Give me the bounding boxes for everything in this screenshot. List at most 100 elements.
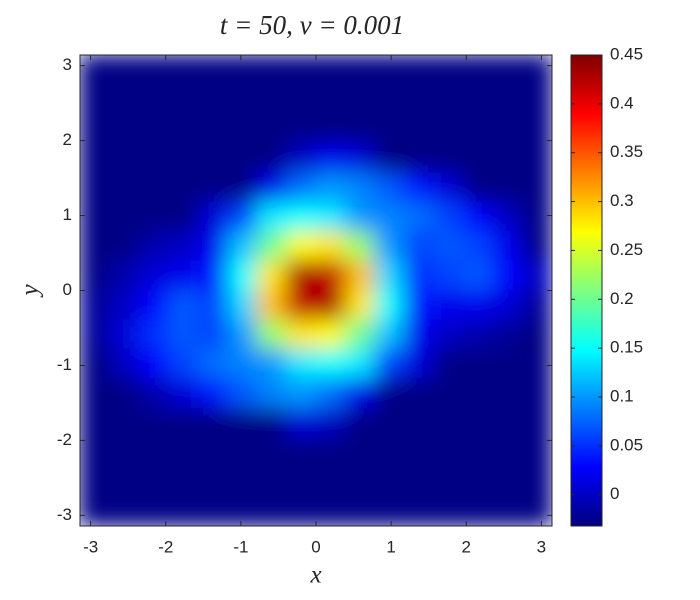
heatmap-cell [256,84,287,115]
heatmap-cell [80,348,110,380]
heatmap-cell [167,84,199,115]
heatmap-cell [403,113,435,144]
heatmap-cell [522,201,552,233]
heatmap-cell [463,84,494,115]
heatmap-cell [433,142,465,174]
x-axis-label: x [309,562,321,589]
heatmap-cell [227,437,258,468]
heatmap-cell [80,84,110,115]
heatmap-cell [138,496,169,526]
heatmap-cell [197,201,229,233]
heatmap-cell [433,260,465,291]
heatmap-cell [285,319,317,350]
heatmap-cell [109,55,140,85]
heatmap-cell [227,377,258,409]
heatmap-cell [138,290,169,321]
heatmap-cell [522,260,552,291]
heatmap-cell [138,201,169,233]
heatmap-cell [403,466,435,497]
heatmap [80,55,552,526]
heatmap-cell [492,260,523,291]
heatmap-cell [522,437,552,468]
heatmap-cell [285,55,317,85]
y-tick-label: -1 [57,355,72,374]
heatmap-cell [109,348,140,380]
heatmap-cell [285,231,317,262]
heatmap-cell [492,113,523,144]
heatmap-cell [522,231,552,262]
heatmap-cell [463,231,494,262]
heatmap-cell [227,496,258,526]
colorbar-tick-label: 0.35 [610,142,643,161]
heatmap-cell [80,172,110,204]
heatmap-cell [403,142,435,174]
heatmap-cell [433,231,465,262]
heatmap-cell [285,407,317,439]
heatmap-cell [433,319,465,350]
heatmap-cell [109,496,140,526]
heatmap-cell [374,319,405,350]
heatmap-cell [433,466,465,497]
heatmap-cell [256,377,287,409]
y-tick-label: 3 [63,55,72,74]
heatmap-cell [80,319,110,350]
heatmap-cell [227,55,258,85]
heatmap-cell [167,55,199,85]
heatmap-cell [522,377,552,409]
heatmap-cell [492,466,523,497]
heatmap-cell [109,407,140,439]
heatmap-cell [80,142,110,174]
heatmap-cell [345,290,376,321]
heatmap-cell [167,113,199,144]
heatmap-cell [256,142,287,174]
heatmap-cell [167,407,199,439]
heatmap-cell [80,407,110,439]
heatmap-cell [109,142,140,174]
heatmap-cell [492,319,523,350]
heatmap-cell [492,496,523,526]
heatmap-cell [109,113,140,144]
heatmap-cell [315,142,347,174]
heatmap-cell [345,496,376,526]
heatmap-cell [374,290,405,321]
heatmap-cell [345,55,376,85]
heatmap-cell [227,348,258,380]
heatmap-cell [197,437,229,468]
heatmap-cell [315,377,347,409]
heatmap-cell [285,260,317,291]
heatmap-cell [197,407,229,439]
heatmap-cell [345,84,376,115]
heatmap-cell [256,260,287,291]
heatmap-cell [138,407,169,439]
heatmap-cell [197,113,229,144]
heatmap-cell [403,290,435,321]
heatmap-cell [433,55,465,85]
heatmap-cell [167,496,199,526]
colorbar-tick-label: 0.45 [610,44,643,63]
y-axis-label: y [17,284,44,299]
heatmap-cell [109,437,140,468]
heatmap-cell [138,466,169,497]
heatmap-cell [256,319,287,350]
heatmap-cell [403,377,435,409]
heatmap-cell [522,55,552,85]
x-tick-label: 1 [386,537,395,556]
heatmap-cell [522,496,552,526]
heatmap-cell [197,466,229,497]
heatmap-cell [256,348,287,380]
x-tick-label: -2 [158,537,173,556]
heatmap-cell [80,231,110,262]
heatmap-cell [345,348,376,380]
heatmap-cell [345,377,376,409]
colorbar-tick-label: 0.3 [610,191,634,210]
heatmap-cell [345,319,376,350]
heatmap-cell [197,290,229,321]
heatmap-cell [522,113,552,144]
heatmap-cell [315,260,347,291]
heatmap-cell [315,407,347,439]
heatmap-cell [197,172,229,204]
heatmap-cell [374,407,405,439]
heatmap-cell [80,377,110,409]
heatmap-cell [403,231,435,262]
